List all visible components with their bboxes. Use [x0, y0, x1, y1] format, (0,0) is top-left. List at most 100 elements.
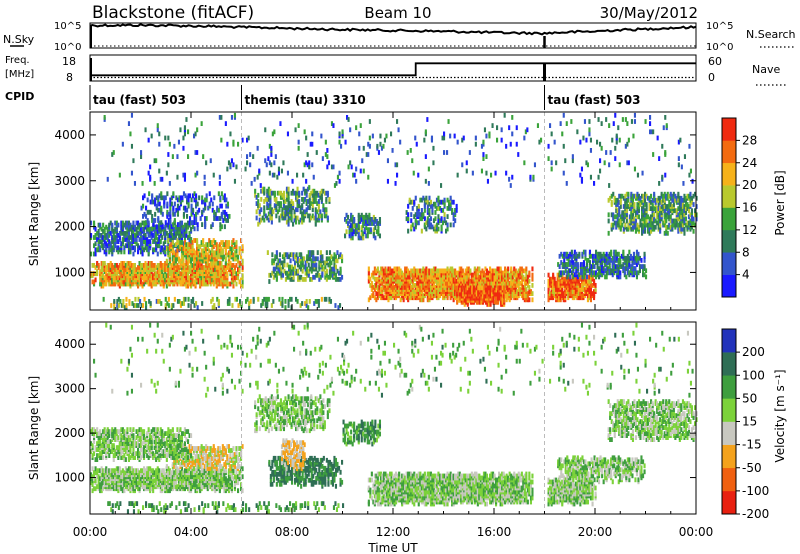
- range-gate-cell: [620, 264, 623, 269]
- range-gate-cell: [152, 222, 155, 227]
- range-gate-cell: [148, 191, 151, 197]
- range-gate-cell: [549, 276, 552, 282]
- range-gate-cell: [375, 280, 378, 286]
- range-gate-cell: [595, 253, 598, 259]
- range-gate-cell: [308, 203, 311, 208]
- range-gate-cell: [559, 278, 562, 284]
- range-gate-cell: [428, 224, 431, 230]
- range-gate-cell: [168, 271, 171, 277]
- range-gate-cell: [573, 255, 576, 261]
- range-gate-cell: [187, 265, 190, 270]
- range-gate-cell: [562, 276, 565, 282]
- range-gate-cell: [564, 283, 567, 288]
- range-gate-cell: [227, 281, 231, 287]
- range-gate-cell: [326, 190, 329, 196]
- range-gate-cell: [308, 192, 311, 198]
- range-gate-cell: [482, 270, 486, 276]
- range-gate-cell: [351, 227, 354, 233]
- range-gate-cell: [413, 289, 416, 294]
- range-gate-cell: [303, 277, 306, 282]
- range-gate-cell: [182, 241, 185, 247]
- range-gate-cell: [103, 243, 106, 249]
- range-gate-cell: [298, 190, 301, 196]
- range-gate-cell: [407, 216, 410, 222]
- range-gate-cell: [103, 239, 106, 244]
- range-gate-cell: [127, 261, 131, 266]
- range-gate-cell: [552, 295, 555, 301]
- range-gate-cell: [547, 272, 550, 278]
- range-gate-cell: [123, 230, 126, 236]
- range-gate-cell: [316, 270, 319, 276]
- range-gate-cell: [385, 295, 389, 301]
- range-gate-cell: [367, 274, 370, 280]
- range-gate-cell: [505, 268, 508, 274]
- range-gate-cell: [138, 222, 141, 228]
- range-gate-cell: [443, 212, 446, 217]
- range-gate-cell: [526, 291, 529, 296]
- range-gate-cell: [328, 197, 331, 202]
- range-gate-cell: [604, 253, 607, 259]
- range-gate-cell: [161, 275, 164, 281]
- range-gate-cell: [146, 237, 149, 242]
- range-gate-cell: [177, 226, 181, 232]
- range-gate-cell: [601, 266, 604, 271]
- range-gate-cell: [399, 280, 402, 286]
- range-gate-cell: [277, 258, 280, 264]
- range-gate-cell: [449, 195, 452, 201]
- range-gate-cell: [135, 220, 138, 226]
- range-gate-cell: [190, 263, 193, 268]
- range-gate-cell: [384, 293, 387, 299]
- range-gate-cell: [97, 263, 100, 268]
- range-gate-cell: [496, 266, 499, 272]
- range-gate-cell: [435, 268, 439, 274]
- range-gate-cell: [318, 272, 321, 278]
- range-gate-cell: [638, 268, 642, 274]
- range-gate-cell: [379, 266, 383, 272]
- range-gate-cell: [209, 263, 212, 268]
- range-gate-cell: [180, 275, 184, 281]
- range-gate-cell: [547, 297, 550, 303]
- range-gate-cell: [190, 211, 193, 217]
- range-gate-cell: [269, 188, 272, 194]
- range-gate-cell: [426, 199, 429, 205]
- range-gate-cell: [123, 261, 126, 266]
- range-gate-cell: [288, 274, 291, 280]
- range-gate-cell: [426, 222, 429, 228]
- range-gate-cell: [201, 195, 204, 201]
- range-gate-cell: [319, 250, 322, 255]
- range-gate-cell: [124, 267, 127, 272]
- range-gate-cell: [455, 208, 458, 213]
- range-gate-cell: [235, 256, 238, 262]
- range-gate-cell: [214, 250, 217, 256]
- range-gate-cell: [183, 240, 187, 245]
- range-gate-cell: [351, 231, 354, 237]
- range-gate-cell: [99, 239, 102, 244]
- range-gate-cell: [127, 277, 131, 283]
- range-gate-cell: [193, 191, 196, 197]
- range-gate-cell: [295, 252, 298, 258]
- range-gate-cell: [175, 195, 178, 201]
- range-gate-cell: [443, 283, 446, 288]
- range-gate-cell: [209, 275, 212, 281]
- range-gate-cell: [445, 220, 448, 226]
- range-gate-cell: [304, 270, 307, 276]
- range-gate-cell: [155, 195, 158, 201]
- range-gate-cell: [402, 272, 405, 278]
- range-gate-cell: [183, 237, 187, 242]
- range-gate-cell: [177, 240, 181, 245]
- range-gate-cell: [108, 222, 111, 228]
- range-gate-cell: [301, 268, 304, 274]
- range-gate-cell: [140, 243, 143, 249]
- range-gate-cell: [167, 238, 170, 243]
- range-gate-cell: [499, 266, 502, 272]
- range-gate-cell: [241, 265, 244, 270]
- range-gate-cell: [371, 217, 374, 222]
- range-gate-cell: [452, 222, 455, 228]
- range-gate-cell: [138, 261, 141, 266]
- range-gate-cell: [161, 195, 164, 201]
- range-gate-cell: [341, 274, 344, 280]
- range-gate-cell: [431, 268, 434, 274]
- range-gate-cell: [607, 230, 610, 236]
- range-gate-cell: [142, 214, 145, 219]
- range-gate-cell: [283, 252, 286, 258]
